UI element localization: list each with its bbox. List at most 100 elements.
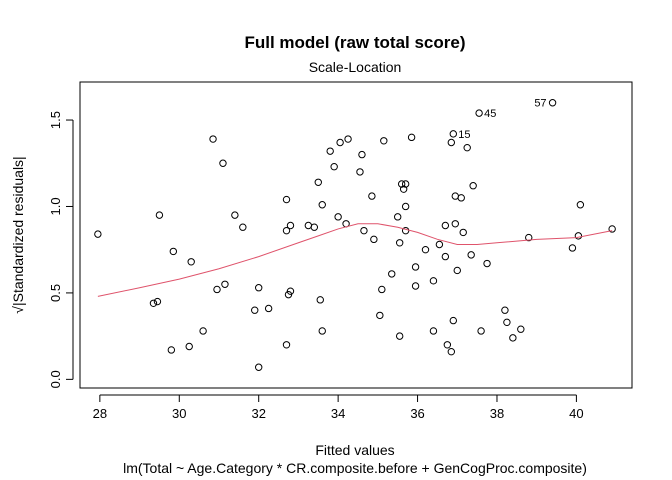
x-tick-label: 38 bbox=[490, 406, 504, 421]
data-point bbox=[435, 240, 444, 249]
data-point bbox=[395, 332, 404, 340]
data-point bbox=[525, 233, 533, 242]
data-point bbox=[155, 211, 164, 219]
data-point bbox=[310, 223, 319, 231]
data-point bbox=[401, 180, 410, 188]
chart-title: Full model (raw total score) bbox=[244, 33, 465, 52]
data-point bbox=[568, 244, 577, 252]
data-point bbox=[380, 137, 388, 145]
data-point bbox=[255, 363, 263, 371]
data-point bbox=[411, 282, 420, 290]
data-point bbox=[314, 178, 322, 186]
point-label: 15 bbox=[458, 129, 470, 141]
data-point bbox=[264, 304, 273, 313]
x-tick-label: 34 bbox=[331, 406, 345, 421]
y-tick-label: 0.0 bbox=[48, 370, 63, 388]
data-point bbox=[326, 147, 334, 155]
point-label: 45 bbox=[484, 108, 496, 120]
data-points bbox=[94, 99, 616, 371]
data-point bbox=[344, 135, 352, 143]
chart-caption: lm(Total ~ Age.Category * CR.composite.b… bbox=[123, 460, 587, 476]
data-point bbox=[368, 192, 376, 200]
data-point bbox=[421, 245, 430, 254]
y-axis: 0.0 0.5 1.0 1.5 bbox=[48, 111, 74, 388]
data-point bbox=[459, 228, 467, 237]
smooth-line bbox=[97, 223, 613, 297]
x-tick-label: 40 bbox=[569, 406, 583, 421]
data-point bbox=[358, 150, 366, 159]
x-axis: 28 30 32 34 36 38 40 bbox=[93, 394, 584, 421]
data-point bbox=[447, 138, 456, 147]
data-point bbox=[401, 202, 410, 211]
data-point bbox=[477, 327, 485, 335]
data-point bbox=[231, 211, 239, 219]
data-point bbox=[251, 306, 259, 314]
data-point bbox=[94, 230, 102, 238]
data-point bbox=[316, 296, 324, 304]
data-point bbox=[378, 285, 386, 294]
data-point bbox=[449, 316, 457, 325]
data-point bbox=[449, 130, 457, 138]
data-point bbox=[441, 252, 450, 261]
plot-box bbox=[79, 81, 633, 389]
data-point bbox=[370, 235, 378, 244]
data-point bbox=[574, 232, 583, 240]
data-point bbox=[239, 223, 247, 231]
point-label: 57 bbox=[534, 98, 546, 110]
data-point bbox=[467, 251, 475, 259]
data-point bbox=[447, 347, 456, 356]
data-point bbox=[318, 327, 326, 335]
data-point bbox=[388, 270, 396, 278]
data-point bbox=[451, 220, 459, 228]
data-point bbox=[395, 239, 404, 247]
data-point bbox=[457, 194, 465, 202]
data-point bbox=[169, 247, 178, 256]
data-point bbox=[318, 201, 326, 209]
data-point bbox=[429, 277, 438, 285]
data-point bbox=[149, 299, 158, 307]
data-point bbox=[282, 341, 291, 349]
data-point bbox=[356, 168, 364, 176]
data-point bbox=[411, 263, 420, 271]
data-point bbox=[282, 195, 291, 204]
data-point bbox=[334, 213, 342, 221]
data-point bbox=[336, 138, 344, 147]
data-point bbox=[199, 327, 207, 335]
x-tick-label: 32 bbox=[251, 406, 265, 421]
data-point bbox=[451, 192, 459, 200]
data-point bbox=[503, 318, 511, 327]
data-point bbox=[399, 185, 408, 193]
data-point bbox=[453, 266, 461, 275]
data-point bbox=[407, 133, 416, 142]
y-tick-label: 1.0 bbox=[48, 197, 63, 215]
data-point bbox=[475, 109, 483, 117]
data-point bbox=[443, 341, 452, 349]
data-point bbox=[401, 226, 410, 235]
y-tick-label: 1.5 bbox=[48, 111, 63, 129]
data-point bbox=[501, 306, 509, 314]
data-point bbox=[185, 342, 193, 351]
data-point bbox=[255, 284, 263, 292]
data-point bbox=[330, 163, 338, 171]
chart-subtitle: Scale-Location bbox=[309, 59, 402, 75]
data-point bbox=[219, 159, 227, 167]
data-point bbox=[213, 285, 221, 294]
data-point bbox=[608, 225, 616, 233]
data-point bbox=[548, 99, 557, 107]
y-axis-label: √|Standardized residuals| bbox=[10, 156, 26, 313]
data-point bbox=[286, 287, 295, 295]
data-point bbox=[441, 221, 450, 230]
data-point bbox=[483, 259, 491, 268]
y-tick-label: 0.5 bbox=[48, 284, 63, 302]
data-point bbox=[221, 280, 229, 288]
data-point bbox=[509, 334, 517, 342]
x-tick-label: 36 bbox=[410, 406, 424, 421]
x-axis-label: Fitted values bbox=[315, 442, 394, 458]
data-point bbox=[376, 311, 384, 320]
data-point bbox=[393, 213, 402, 221]
data-point bbox=[304, 221, 313, 230]
data-point bbox=[463, 143, 471, 152]
data-point bbox=[153, 297, 162, 306]
x-tick-label: 28 bbox=[93, 406, 107, 421]
